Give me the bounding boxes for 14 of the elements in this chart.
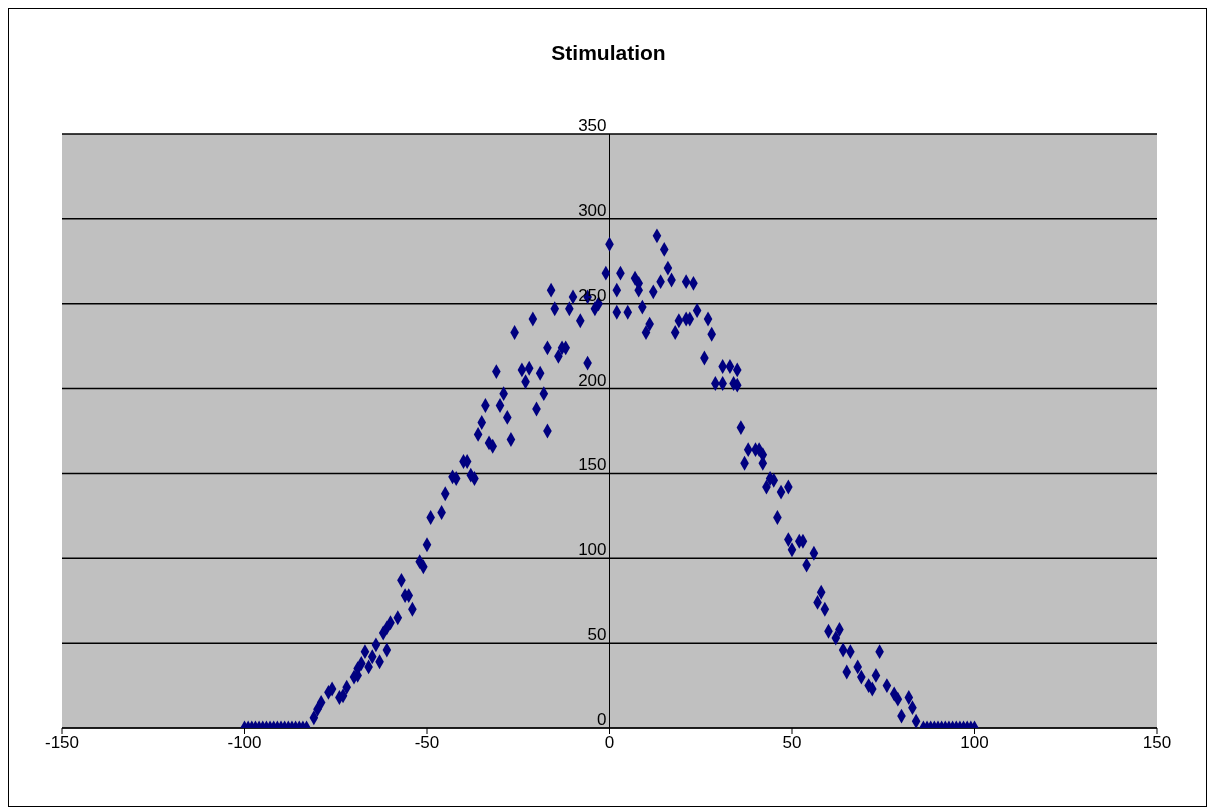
chart-title: Stimulation <box>550 41 667 65</box>
y-tick-label: 50 <box>587 625 607 645</box>
y-tick-label: 350 <box>578 116 607 135</box>
y-tick-label: 0 <box>597 710 607 729</box>
x-tick-label: 100 <box>960 733 989 753</box>
x-tick-label: 150 <box>1142 733 1172 753</box>
y-tick-label: 200 <box>578 370 607 390</box>
x-tick-label: -100 <box>227 733 262 753</box>
y-tick-label: 100 <box>578 540 607 560</box>
x-tick-label: 50 <box>782 733 802 753</box>
x-tick-label: -150 <box>44 733 80 753</box>
y-tick-label: 150 <box>578 455 607 475</box>
y-tick-label: 300 <box>578 200 607 220</box>
x-tick-label: -50 <box>414 733 440 753</box>
